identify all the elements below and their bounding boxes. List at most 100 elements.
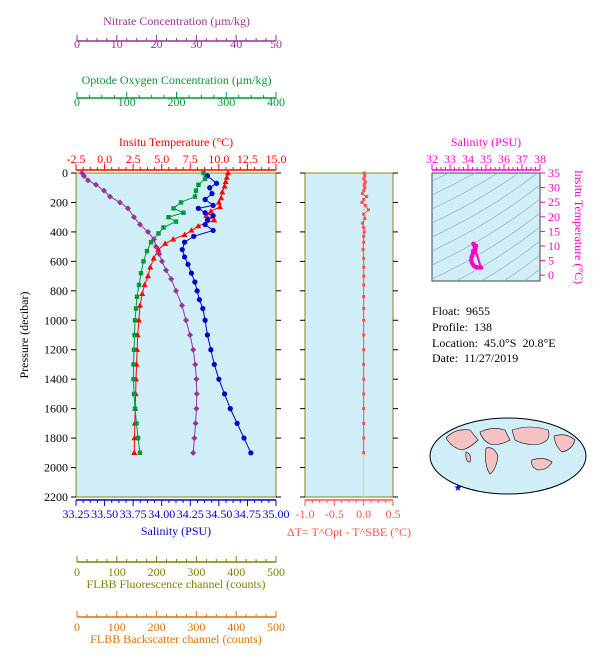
ts-series xyxy=(469,241,484,270)
density-contour xyxy=(455,226,540,281)
oxygen-point xyxy=(138,270,144,276)
ts-temp-tick-label: 10 xyxy=(548,239,560,253)
salinity-point xyxy=(204,332,211,338)
oxygen-tick-label: 200 xyxy=(168,95,186,109)
delta-t-point xyxy=(363,174,367,178)
salinity-point xyxy=(194,288,200,294)
temperature-point xyxy=(145,272,151,279)
location-text: Location: 45.0°S 20.8°E xyxy=(432,336,556,350)
salinity-point xyxy=(181,254,188,260)
delta-t-tick-label: -1.0 xyxy=(296,507,315,521)
temperature-tick-label: 10.0 xyxy=(208,152,229,166)
temperature-tick-label: 0.0 xyxy=(97,152,112,166)
delta-t-point xyxy=(363,186,367,190)
nitrate-axis-title: Nitrate Concentration (µm/kg) xyxy=(103,14,250,28)
delta-t-point xyxy=(362,283,366,287)
delta-t-tick-label: -0.5 xyxy=(325,507,344,521)
salinity-point xyxy=(202,317,208,323)
nitrate-point xyxy=(192,361,199,368)
ts-point xyxy=(470,249,476,254)
oxygen-point xyxy=(134,421,139,426)
density-contour xyxy=(432,173,499,210)
ts-temp-tick-label: 20 xyxy=(548,210,560,224)
world-map: ★ xyxy=(429,417,587,495)
nitrate-tick-label: 50 xyxy=(270,37,282,51)
ts-salinity-axis: 32 33 34 35 36 37 38 Salinity (PSU) xyxy=(426,135,546,171)
delta-t-axis-title: ΔT= T^Opt - T^SBE (°C) xyxy=(287,525,411,539)
temperature-point xyxy=(150,255,157,261)
ts-temp-tick-label: 35 xyxy=(548,166,560,180)
salinity-point xyxy=(241,435,247,441)
temperature-point xyxy=(218,194,225,201)
salinity-tick-label: 34.00 xyxy=(148,507,175,521)
ts-density-contours xyxy=(432,173,540,281)
temperature-point xyxy=(135,317,142,323)
date-text: Date: 11/27/2019 xyxy=(432,351,519,365)
temperature-tick-label: -2.5 xyxy=(67,152,86,166)
oxygen-point xyxy=(132,318,138,323)
temperature-point xyxy=(141,281,148,288)
salinity-point xyxy=(181,239,188,245)
oxygen-point xyxy=(131,391,137,397)
nitrate-point xyxy=(187,332,193,338)
ts-temp-tick-label: 30 xyxy=(548,181,560,195)
temperature-point xyxy=(147,264,154,270)
float-location-marker: ★ xyxy=(454,483,463,494)
temperature-axis: -2.5 0.0 2.5 5.0 7.5 10.0 12.5 15.0 Insitu Tempe… xyxy=(67,135,287,171)
nitrate-point xyxy=(192,420,199,427)
nitrate-point xyxy=(101,187,107,194)
map-landmass xyxy=(479,428,511,445)
delta-t-point xyxy=(360,200,364,204)
delta-t-point xyxy=(362,362,366,366)
oxygen-point xyxy=(131,376,136,382)
map-landmass xyxy=(531,458,553,471)
nitrate-point xyxy=(81,172,87,179)
pressure-tick-label: 2200 xyxy=(44,490,68,504)
delta-t-point xyxy=(362,183,366,187)
delta-t-point xyxy=(362,436,366,440)
salinity-point xyxy=(195,205,201,211)
nitrate-point xyxy=(163,267,169,274)
ts-salinity-tick-label: 32 xyxy=(426,152,438,166)
oxygen-point xyxy=(178,200,184,205)
density-contour xyxy=(432,198,540,266)
delta-t-point xyxy=(362,295,366,299)
temperature-point xyxy=(221,183,228,189)
nitrate-series xyxy=(79,170,200,456)
temperature-tick-label: 5.0 xyxy=(154,152,169,166)
nitrate-point xyxy=(93,181,99,188)
delta-t-point xyxy=(362,407,366,411)
delta-t-point xyxy=(363,180,367,184)
salinity-axis: 33.25 33.50 33.75 34.00 34.25 34.50 34.75 35.00 xyxy=(63,499,290,521)
fluorescence-axis-title: FLBB Fluorescence channel (counts) xyxy=(87,577,266,591)
delta-t-point xyxy=(362,306,366,310)
pressure-axis: 0 200 400 600 800 1000 1200 1400 1600 1800 2000 220… xyxy=(17,166,398,504)
salinity-point xyxy=(179,246,185,253)
density-contour xyxy=(480,240,540,281)
delta-t-axis: -1.0 -0.5 0.0 0.5 xyxy=(296,499,401,521)
delta-t-point xyxy=(362,189,366,193)
nitrate-tick-label: 30 xyxy=(190,37,202,51)
delta-t-point xyxy=(366,208,370,212)
pressure-tick-label: 800 xyxy=(50,284,68,298)
oxygen-point xyxy=(132,406,138,411)
salinity-point xyxy=(208,347,214,353)
oxygen-point xyxy=(166,214,171,220)
main-panel-background xyxy=(75,172,277,498)
temperature-series xyxy=(131,169,231,456)
salinity-tick-label: 33.25 xyxy=(63,507,90,521)
oxygen-point xyxy=(131,362,136,367)
delta-t-point xyxy=(362,256,366,260)
oxygen-point xyxy=(171,206,176,211)
oxygen-point xyxy=(135,435,141,441)
ts-salinity-tick-label: 33 xyxy=(444,152,456,166)
salinity-point xyxy=(202,221,208,228)
oxygen-point xyxy=(202,176,208,182)
map-landmass xyxy=(485,447,499,475)
salinity-tick-label: 34.75 xyxy=(234,507,261,521)
salinity-tick-label: 34.50 xyxy=(205,507,232,521)
oxygen-point xyxy=(136,282,142,288)
pressure-tick-label: 600 xyxy=(50,254,68,268)
temperature-point xyxy=(225,169,231,176)
